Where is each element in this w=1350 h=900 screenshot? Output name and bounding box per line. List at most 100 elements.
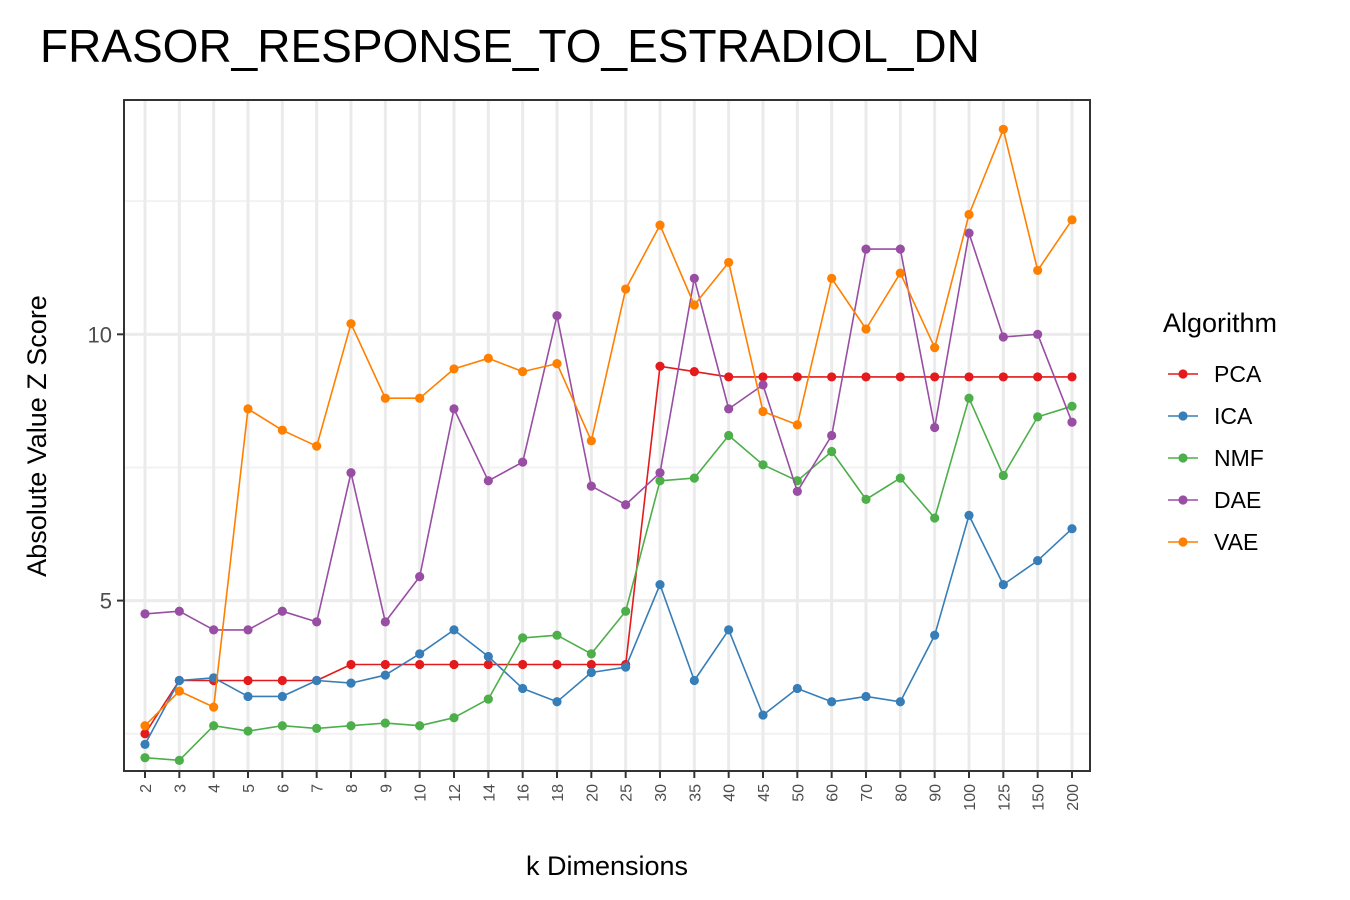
legend-label: DAE: [1214, 487, 1261, 513]
x-tick-label: 8: [344, 784, 361, 793]
data-point: [174, 675, 184, 686]
data-point: [380, 659, 390, 670]
legend-items: PCA ICA NMF DAE VAE: [1168, 361, 1264, 555]
series-line: [144, 232, 1073, 631]
legend-label: ICA: [1214, 403, 1253, 429]
data-point: [758, 380, 768, 390]
data-point: [861, 324, 871, 334]
data-point: [621, 500, 631, 510]
data-point: [792, 372, 802, 382]
data-point: [998, 470, 1008, 481]
data-point: [792, 486, 802, 497]
grid-minor: [124, 200, 1090, 735]
data-point: [277, 606, 287, 616]
data-point: [312, 441, 322, 451]
data-point: [827, 446, 837, 457]
legend: Algorithm PCA ICA NMF DAE VAE: [1163, 308, 1277, 555]
x-tick-label: 3: [172, 784, 189, 793]
x-tick-label: 2: [138, 784, 155, 793]
data-point: [415, 721, 425, 731]
x-tick-label: 7: [310, 784, 327, 793]
x-tick-label: 70: [859, 784, 876, 802]
series-line: [144, 397, 1073, 762]
data-point: [449, 659, 459, 670]
data-point: [1033, 372, 1043, 382]
data-point: [930, 372, 940, 382]
legend-label: PCA: [1214, 361, 1262, 387]
x-tick-label: 9: [378, 784, 395, 793]
data-point: [655, 220, 665, 230]
data-point: [827, 372, 837, 382]
x-axis-title: k Dimensions: [526, 851, 688, 881]
data-point: [964, 510, 974, 520]
legend-label: NMF: [1214, 445, 1264, 471]
data-point: [243, 404, 253, 414]
data-point: [209, 625, 219, 635]
series-ica: [140, 510, 1077, 749]
y-tick-label: 5: [100, 589, 112, 614]
data-point: [621, 284, 631, 294]
series-vae: [140, 124, 1077, 731]
x-tick-label: 6: [275, 784, 292, 793]
data-point: [174, 686, 184, 696]
data-point: [483, 694, 493, 704]
x-tick-label: 4: [207, 784, 224, 793]
data-point: [1067, 215, 1077, 225]
data-point: [827, 273, 837, 284]
data-point: [930, 630, 940, 640]
data-point: [380, 393, 390, 403]
data-point: [277, 675, 287, 686]
plot-border: [123, 99, 1091, 772]
plot-background: [124, 100, 1090, 771]
chart-title: FRASOR_RESPONSE_TO_ESTRADIOL_DN: [40, 20, 980, 72]
data-point: [655, 468, 665, 478]
series-layer: [140, 124, 1077, 765]
data-point: [1033, 265, 1043, 276]
data-point: [380, 670, 390, 680]
x-tick-label: 14: [481, 784, 498, 802]
data-point: [415, 572, 425, 582]
data-point: [140, 721, 150, 731]
data-point: [655, 361, 665, 371]
x-tick-label: 10: [413, 784, 430, 802]
data-point: [518, 457, 528, 467]
series-nmf: [140, 393, 1077, 765]
data-point: [1067, 401, 1077, 411]
data-point: [724, 404, 734, 414]
data-point: [483, 476, 493, 486]
data-point: [1033, 556, 1043, 566]
data-point: [621, 662, 631, 672]
data-point: [689, 675, 699, 686]
data-point: [895, 244, 905, 254]
x-tick-label: 60: [825, 784, 842, 802]
data-point: [758, 372, 768, 382]
data-point: [1033, 412, 1043, 422]
data-point: [655, 476, 665, 486]
data-point: [483, 651, 493, 662]
data-point: [346, 678, 356, 688]
data-point: [724, 257, 734, 268]
data-point: [689, 366, 699, 377]
legend-title: Algorithm: [1163, 308, 1277, 338]
series-dae: [140, 228, 1077, 635]
data-point: [964, 228, 974, 238]
x-tick-label: 50: [790, 784, 807, 802]
x-tick-label: 12: [447, 784, 464, 802]
data-point: [552, 311, 562, 321]
data-point: [586, 436, 596, 446]
x-tick-label: 25: [619, 784, 636, 802]
legend-key-point: [1178, 453, 1188, 463]
legend-item-pca: PCA: [1168, 361, 1262, 387]
data-point: [483, 353, 493, 363]
data-point: [140, 753, 150, 763]
data-point: [346, 319, 356, 329]
data-point: [586, 667, 596, 678]
data-point: [895, 268, 905, 278]
data-point: [483, 659, 493, 670]
legend-item-nmf: NMF: [1168, 445, 1264, 471]
legend-item-dae: DAE: [1168, 487, 1261, 513]
data-point: [895, 697, 905, 707]
data-point: [964, 393, 974, 403]
data-point: [895, 473, 905, 483]
data-point: [586, 659, 596, 670]
